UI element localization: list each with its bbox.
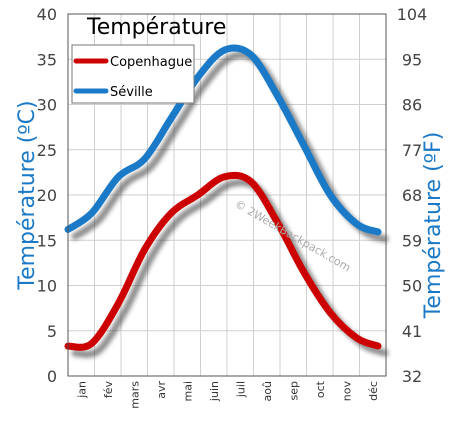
y-right-tick-label: 95 — [402, 50, 422, 69]
x-tick-label: aoû — [261, 381, 274, 401]
x-tick-label: jan — [75, 381, 88, 399]
y-left-tick-label: 5 — [47, 322, 57, 341]
x-tick-label: mars — [128, 381, 141, 409]
y-left-axis-title: Température (ºC) — [15, 100, 40, 290]
series-lines — [64, 44, 382, 351]
y-left-tick-label: 15 — [37, 231, 57, 250]
y-left-tick-label: 25 — [37, 141, 57, 160]
x-tick-label: fév — [102, 381, 115, 399]
y-right-tick-label: 32 — [402, 367, 422, 386]
legend: Copenhague Séville — [71, 44, 195, 104]
x-tick-label: nov — [340, 381, 353, 402]
x-tick-label: juin — [208, 381, 221, 402]
y-right-tick-label: 50 — [402, 277, 422, 296]
y-right-tick-label: 86 — [402, 96, 422, 115]
series-line-copenhague — [64, 171, 382, 351]
y-right-tick-label: 104 — [397, 5, 428, 24]
x-tick-label: déc — [367, 381, 380, 401]
x-tick-labels: jan fév mars avr mai juin juil aoû sep oct nov déc — [75, 380, 380, 408]
legend-label-seville: Séville — [110, 85, 153, 100]
y-left-tick-label: 30 — [37, 96, 57, 115]
y-left-tick-labels: 0 5 10 15 20 25 30 35 40 — [37, 5, 57, 386]
y-left-tick-label: 40 — [37, 5, 57, 24]
y-right-tick-label: 77 — [402, 141, 422, 160]
plot-frame — [67, 13, 387, 377]
y-left-tick-label: 35 — [37, 50, 57, 69]
x-tick-label: juil — [234, 381, 247, 398]
x-tick-label: avr — [155, 381, 168, 399]
legend-label-copenhague: Copenhague — [110, 55, 192, 70]
y-right-axis-title: Température (ºF) — [421, 132, 446, 320]
y-left-tick-label: 20 — [37, 186, 57, 205]
y-right-tick-label: 68 — [402, 186, 422, 205]
x-tick-label: oct — [314, 380, 327, 398]
y-left-tick-label: 0 — [47, 367, 57, 386]
x-tick-label: mai — [181, 381, 194, 402]
y-right-tick-label: 41 — [402, 322, 422, 341]
y-right-tick-label: 59 — [402, 231, 422, 250]
y-right-tick-labels: 32 41 50 59 68 77 86 95 104 — [397, 5, 428, 386]
x-tick-label: sep — [287, 381, 300, 400]
chart-title: Température — [86, 15, 226, 40]
series-line-seville — [64, 44, 382, 236]
y-left-tick-label: 10 — [37, 277, 57, 296]
